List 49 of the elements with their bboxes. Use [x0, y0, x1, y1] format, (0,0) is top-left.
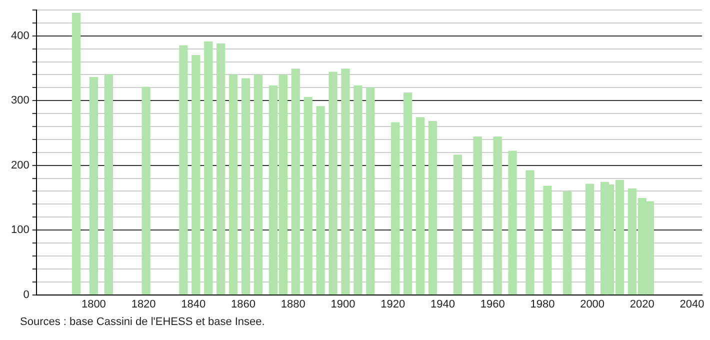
- bar: [304, 97, 312, 295]
- y-tick-label: 100: [10, 224, 30, 236]
- y-tick-label: 300: [10, 94, 30, 107]
- x-tick-label: 2000: [580, 298, 605, 310]
- x-tick-label: 1800: [81, 298, 106, 310]
- x-tick-label: 2040: [680, 298, 704, 310]
- bar: [316, 106, 325, 295]
- bar: [526, 170, 534, 295]
- bar: [72, 12, 81, 295]
- bar: [366, 87, 375, 295]
- x-tick-label: 1840: [181, 298, 206, 310]
- bar: [391, 122, 400, 295]
- y-tick-label: 200: [10, 159, 30, 172]
- bar: [254, 75, 263, 295]
- x-tick-label: 1920: [380, 298, 406, 310]
- bar: [428, 121, 438, 295]
- x-tick-label: 1940: [430, 298, 455, 310]
- x-tick-label: 1880: [280, 298, 306, 310]
- bar: [291, 68, 300, 295]
- bar: [192, 54, 200, 295]
- y-tick-label: 0: [23, 288, 30, 301]
- source-note: Sources : base Cassini de l'EHESS et base Insee.: [20, 316, 266, 328]
- bar: [403, 92, 412, 295]
- bar: [563, 192, 572, 295]
- bar: [216, 43, 226, 295]
- x-tick-label: 1900: [330, 298, 356, 310]
- bar: [104, 74, 113, 295]
- bar: [416, 117, 425, 295]
- bar: [179, 45, 188, 295]
- bar: [341, 68, 350, 295]
- bar: [241, 78, 250, 295]
- x-tick-label: 1980: [530, 298, 555, 310]
- x-tick-label: 2020: [630, 298, 654, 310]
- bar: [543, 186, 552, 295]
- x-tick-label: 1860: [231, 298, 256, 310]
- bar: [328, 72, 338, 295]
- bar: [585, 184, 594, 295]
- bar: [473, 136, 482, 295]
- bar: [142, 86, 150, 295]
- bar: [89, 76, 98, 295]
- bar: [204, 41, 213, 295]
- bar: [354, 85, 362, 295]
- x-tick-label: 1820: [131, 298, 156, 310]
- bar: [228, 74, 238, 295]
- x-tick-label: 1960: [480, 298, 505, 310]
- bar: [493, 136, 502, 295]
- bar: [508, 150, 517, 295]
- y-tick-label: 400: [10, 30, 30, 42]
- bar: [453, 154, 462, 295]
